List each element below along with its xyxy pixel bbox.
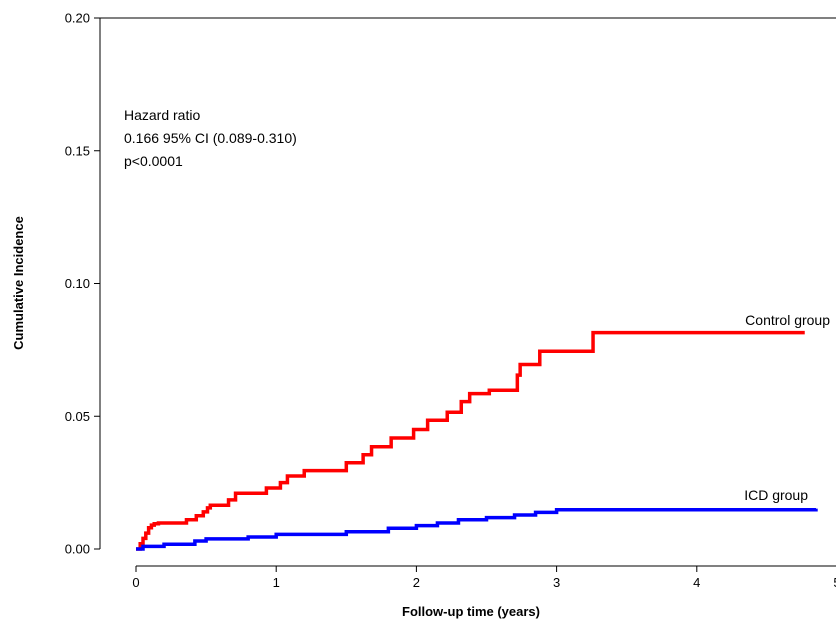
annotation-line-2: 0.166 95% CI (0.089-0.310) — [124, 130, 297, 146]
y-tick-label: 0.00 — [65, 542, 90, 557]
annotation-line-3: p<0.0001 — [124, 153, 183, 169]
x-tick-label: 4 — [693, 575, 700, 590]
y-tick-label: 0.20 — [65, 11, 90, 26]
series-label-icd: ICD group — [744, 487, 808, 503]
x-tick-label: 1 — [273, 575, 280, 590]
series-label-control: Control group — [745, 312, 830, 328]
y-tick-label: 0.10 — [65, 276, 90, 291]
x-tick-label: 3 — [553, 575, 560, 590]
y-tick-label: 0.15 — [65, 143, 90, 158]
y-axis-title: Cumulative Incidence — [11, 216, 26, 350]
hazard-annotation: Hazard ratio 0.166 95% CI (0.089-0.310) … — [124, 107, 297, 169]
series-layer — [136, 330, 818, 551]
axes: 0.00 0.05 0.10 0.15 0.20 0 1 2 3 4 5 — [65, 11, 836, 590]
x-tick-label: 0 — [132, 575, 139, 590]
x-axis-title: Follow-up time (years) — [402, 604, 540, 619]
annotation-line-1: Hazard ratio — [124, 107, 200, 123]
x-tick-label: 2 — [413, 575, 420, 590]
x-tick-label: 5 — [833, 575, 836, 590]
series-line-control — [136, 330, 805, 551]
series-line-icd — [136, 507, 818, 551]
y-tick-label: 0.05 — [65, 409, 90, 424]
